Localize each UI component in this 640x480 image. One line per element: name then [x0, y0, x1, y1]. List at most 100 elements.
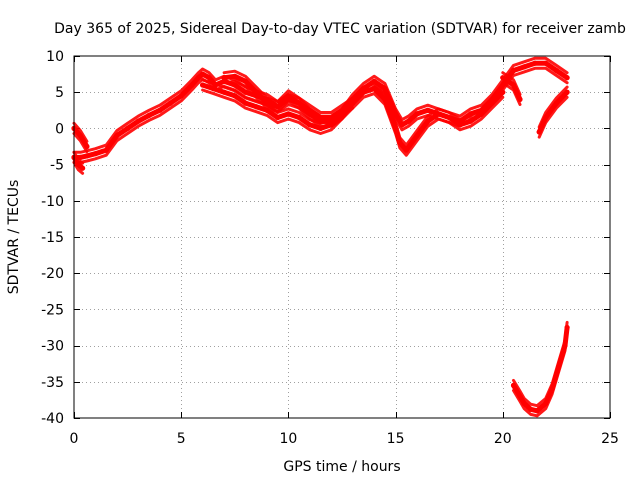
data-point	[457, 122, 463, 128]
data-point	[555, 364, 562, 370]
data-point	[425, 107, 431, 113]
data-point	[146, 112, 152, 118]
data-point	[200, 82, 206, 88]
data-point	[103, 147, 109, 153]
data-point	[371, 86, 377, 92]
series-line-band	[537, 95, 569, 139]
series-line-band	[72, 150, 85, 165]
data-point	[510, 82, 517, 88]
data-point	[232, 93, 238, 99]
data-point	[360, 89, 366, 95]
x-tick-label: 10	[279, 431, 297, 447]
series-line-band	[512, 320, 569, 408]
series-line-band	[72, 160, 85, 175]
data-point	[253, 89, 259, 95]
data-point	[397, 140, 403, 146]
data-point	[339, 107, 345, 113]
series-sdtvar-tail-b	[536, 85, 570, 139]
y-tick-label: 10	[46, 49, 64, 65]
data-point	[167, 100, 174, 106]
data-point	[232, 73, 238, 79]
data-point	[553, 67, 560, 74]
series-sdtvar-low-arc	[510, 320, 570, 418]
data-point	[206, 75, 212, 81]
data-point	[328, 114, 334, 121]
data-point	[553, 100, 560, 106]
data-point	[189, 82, 195, 88]
y-tick-label: -15	[41, 230, 64, 246]
data-point	[562, 343, 568, 349]
data-point	[528, 406, 534, 412]
x-tick-labels: 0 5 10 15 20 25	[70, 431, 619, 447]
data-point	[221, 89, 227, 95]
data-point	[489, 100, 495, 106]
series-sdtvar-main	[71, 56, 570, 164]
data-point	[275, 114, 281, 121]
data-point	[500, 75, 506, 81]
data-point	[318, 114, 324, 121]
data-point	[382, 96, 388, 102]
data-point	[534, 408, 540, 414]
data-point	[564, 324, 570, 331]
x-axis-title: GPS time / hours	[283, 459, 400, 475]
data-point	[393, 111, 399, 117]
series-line-band	[222, 79, 355, 125]
series-line-band	[72, 132, 89, 154]
data-point	[543, 114, 549, 121]
x-tick-label: 25	[601, 431, 619, 447]
data-point	[549, 386, 555, 392]
series-sdtvar-branch-a	[200, 78, 506, 157]
data-point	[157, 107, 163, 113]
series-sdtvar-tail-a	[500, 71, 523, 106]
data-point	[114, 133, 120, 139]
series-line-band	[501, 71, 522, 96]
data-point	[200, 71, 206, 77]
data-point	[510, 382, 517, 388]
data-point	[275, 104, 281, 110]
data-point	[543, 400, 549, 407]
data-point	[564, 75, 570, 81]
data-point	[125, 125, 131, 131]
data-point	[80, 165, 86, 171]
series-line-band	[537, 85, 569, 129]
data-point	[425, 118, 431, 124]
data-point	[296, 100, 302, 106]
data-point	[414, 111, 420, 117]
data-point	[521, 64, 527, 70]
data-point	[478, 111, 484, 117]
data-point	[517, 393, 523, 399]
y-tick-label: -5	[50, 158, 64, 174]
x-tick-label: 5	[177, 431, 186, 447]
x-tick-label: 20	[494, 431, 512, 447]
data-point	[221, 75, 227, 81]
grid-layer	[74, 56, 610, 418]
data-point	[405, 118, 412, 124]
data-point	[521, 400, 527, 407]
series-line-band	[72, 121, 89, 143]
data-point	[399, 122, 405, 128]
data-point	[77, 133, 83, 139]
data-point	[446, 114, 452, 121]
x-tick-label: 15	[387, 431, 405, 447]
data-point	[135, 118, 141, 124]
x-tick-label: 0	[70, 431, 79, 447]
data-point	[435, 111, 442, 117]
series-line-band	[201, 78, 505, 147]
data-point	[285, 93, 291, 99]
plot-frame	[73, 55, 611, 419]
data-point	[242, 100, 249, 106]
y-tick-label: -25	[41, 302, 64, 318]
data-point	[510, 67, 517, 74]
data-point	[84, 153, 90, 159]
data-point	[264, 100, 270, 106]
series-line-band	[201, 88, 505, 157]
series-line-band	[222, 69, 355, 114]
series-layer	[71, 56, 570, 418]
data-point	[285, 111, 291, 117]
data-point	[307, 122, 313, 128]
data-point	[350, 100, 356, 106]
data-point	[564, 89, 570, 95]
data-point	[92, 151, 98, 157]
y-tick-label: -35	[41, 375, 64, 391]
